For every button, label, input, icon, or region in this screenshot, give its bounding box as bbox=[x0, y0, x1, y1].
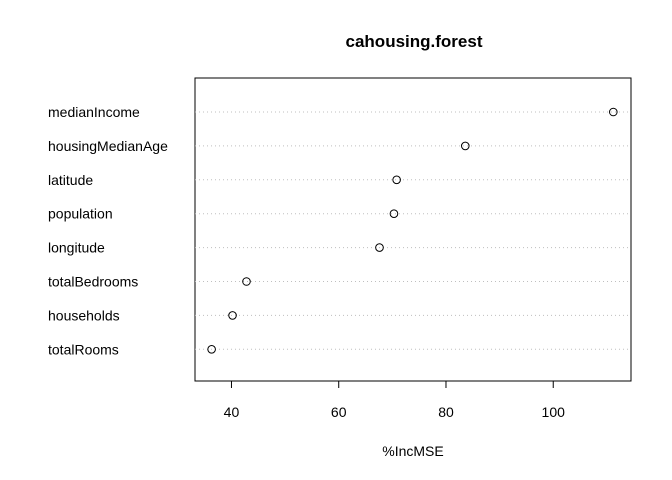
x-axis: 40 60 80 100 bbox=[224, 380, 566, 420]
category-label: totalBedrooms bbox=[48, 274, 138, 290]
category-label: latitude bbox=[48, 172, 93, 188]
category-label: totalRooms bbox=[48, 341, 119, 357]
data-point bbox=[609, 107, 618, 117]
data-point bbox=[242, 277, 251, 286]
data-point bbox=[460, 141, 470, 151]
category-labels: medianIncome housingMedianAge latitude popu… bbox=[48, 104, 168, 357]
data-point bbox=[375, 243, 384, 252]
plot-frame bbox=[194, 77, 632, 382]
data-point bbox=[228, 311, 237, 320]
category-label: housingMedianAge bbox=[48, 138, 168, 154]
grid-lines bbox=[195, 111, 631, 350]
x-tick-label: 100 bbox=[542, 404, 566, 420]
data-point bbox=[392, 175, 401, 185]
x-axis-label: %IncMSE bbox=[382, 443, 443, 459]
data-point bbox=[207, 345, 216, 354]
chart-title: cahousing.forest bbox=[346, 32, 483, 51]
x-tick-label: 80 bbox=[438, 404, 454, 420]
category-label: households bbox=[48, 307, 120, 323]
category-label: longitude bbox=[48, 240, 105, 256]
x-tick-label: 60 bbox=[331, 404, 347, 420]
data-point bbox=[389, 209, 399, 218]
category-label: population bbox=[48, 206, 113, 222]
category-label: medianIncome bbox=[48, 104, 140, 120]
data-points bbox=[207, 107, 618, 354]
x-tick-label: 40 bbox=[224, 404, 240, 420]
